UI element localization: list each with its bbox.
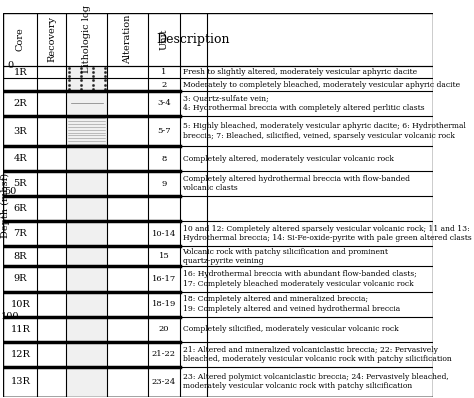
Text: Volcanic rock with patchy silicification and prominent
quartz-pyrite veining: Volcanic rock with patchy silicification… — [182, 248, 389, 265]
Text: 10 and 12: Completely altered sparsely vesicular volcanic rock; 11 and 13:
Hydro: 10 and 12: Completely altered sparsely v… — [182, 225, 471, 242]
Text: 13R: 13R — [10, 377, 30, 386]
Bar — [66, 91, 107, 116]
Text: 18-19: 18-19 — [152, 300, 176, 308]
Bar — [66, 196, 107, 221]
Bar — [66, 221, 107, 246]
Text: Core: Core — [16, 27, 25, 51]
Text: 16-17: 16-17 — [152, 275, 176, 283]
Text: 4R: 4R — [13, 154, 27, 163]
Text: 3-4: 3-4 — [157, 100, 171, 107]
Text: 1R: 1R — [13, 68, 27, 77]
Text: 2: 2 — [161, 81, 166, 89]
Text: 11R: 11R — [10, 325, 30, 334]
Text: Fresh to slightly altered, moderately vesicular aphyric dacite: Fresh to slightly altered, moderately ve… — [182, 68, 417, 76]
Text: Recovery: Recovery — [47, 16, 56, 62]
Bar — [66, 116, 107, 146]
Text: Completely silicified, moderately vesicular volcanic rock: Completely silicified, moderately vesicu… — [182, 325, 398, 333]
Bar — [66, 367, 107, 397]
Text: 100: 100 — [1, 312, 19, 321]
Text: 12R: 12R — [10, 350, 30, 359]
Text: Alteration: Alteration — [123, 15, 132, 64]
Text: Moderately to completely bleached, moderately vesicular aphyric dacite: Moderately to completely bleached, moder… — [182, 81, 460, 89]
Bar — [66, 291, 107, 316]
Text: 20: 20 — [159, 325, 169, 333]
Text: 2R: 2R — [13, 99, 27, 108]
Text: Lithologic log: Lithologic log — [82, 5, 91, 73]
Text: 23: Altered polymict volcaniclastic breccia; 24: Pervasively bleached,
moderatel: 23: Altered polymict volcaniclastic brec… — [182, 373, 448, 390]
Text: 15: 15 — [158, 252, 169, 260]
Bar — [66, 246, 107, 266]
Text: 8R: 8R — [14, 252, 27, 261]
Text: 16: Hydrothermal breccia with abundant flow-banded clasts;
17: Completely bleach: 16: Hydrothermal breccia with abundant f… — [182, 270, 416, 288]
Text: Unit: Unit — [159, 29, 168, 50]
Text: 8: 8 — [161, 155, 166, 163]
Text: 10R: 10R — [10, 300, 30, 308]
Text: 1: 1 — [161, 68, 166, 76]
Text: 5: Highly bleached, moderately vesicular aphyric dacite; 6: Hydrothermal
breccia: 5: Highly bleached, moderately vesicular… — [182, 123, 465, 140]
Text: 50: 50 — [4, 187, 17, 196]
Text: 9R: 9R — [14, 275, 27, 283]
Bar — [66, 66, 107, 78]
Text: 23-24: 23-24 — [152, 378, 176, 386]
Text: 0: 0 — [7, 61, 13, 70]
Text: 18: Completely altered and mineralized breccia;
19: Completely altered and veine: 18: Completely altered and mineralized b… — [182, 295, 400, 313]
Bar — [66, 171, 107, 196]
Text: Description: Description — [156, 33, 230, 46]
Bar — [66, 146, 107, 171]
Text: 21-22: 21-22 — [152, 350, 176, 358]
Text: 3R: 3R — [13, 127, 27, 136]
Text: 9: 9 — [161, 180, 166, 188]
Text: Depth (mbsf): Depth (mbsf) — [1, 173, 10, 238]
Text: 5R: 5R — [14, 179, 27, 188]
Text: Completely altered, moderately vesicular volcanic rock: Completely altered, moderately vesicular… — [182, 155, 393, 163]
Bar — [66, 341, 107, 367]
Text: 10-14: 10-14 — [152, 230, 176, 238]
Bar — [66, 266, 107, 291]
Text: 7R: 7R — [13, 229, 27, 238]
Text: 5-7: 5-7 — [157, 127, 171, 135]
Bar — [66, 78, 107, 91]
Text: 3: Quartz-sulfate vein;
4: Hydrothermal breccia with completely altered perlitic: 3: Quartz-sulfate vein; 4: Hydrothermal … — [182, 95, 424, 112]
Text: 6R: 6R — [14, 204, 27, 213]
Text: 21: Altered and mineralized volcaniclastic breccia; 22: Pervasively
bleached, mo: 21: Altered and mineralized volcaniclast… — [182, 345, 451, 363]
Bar — [66, 316, 107, 341]
Text: Completely altered hydrothermal breccia with flow-banded
volcanic clasts: Completely altered hydrothermal breccia … — [182, 175, 410, 192]
